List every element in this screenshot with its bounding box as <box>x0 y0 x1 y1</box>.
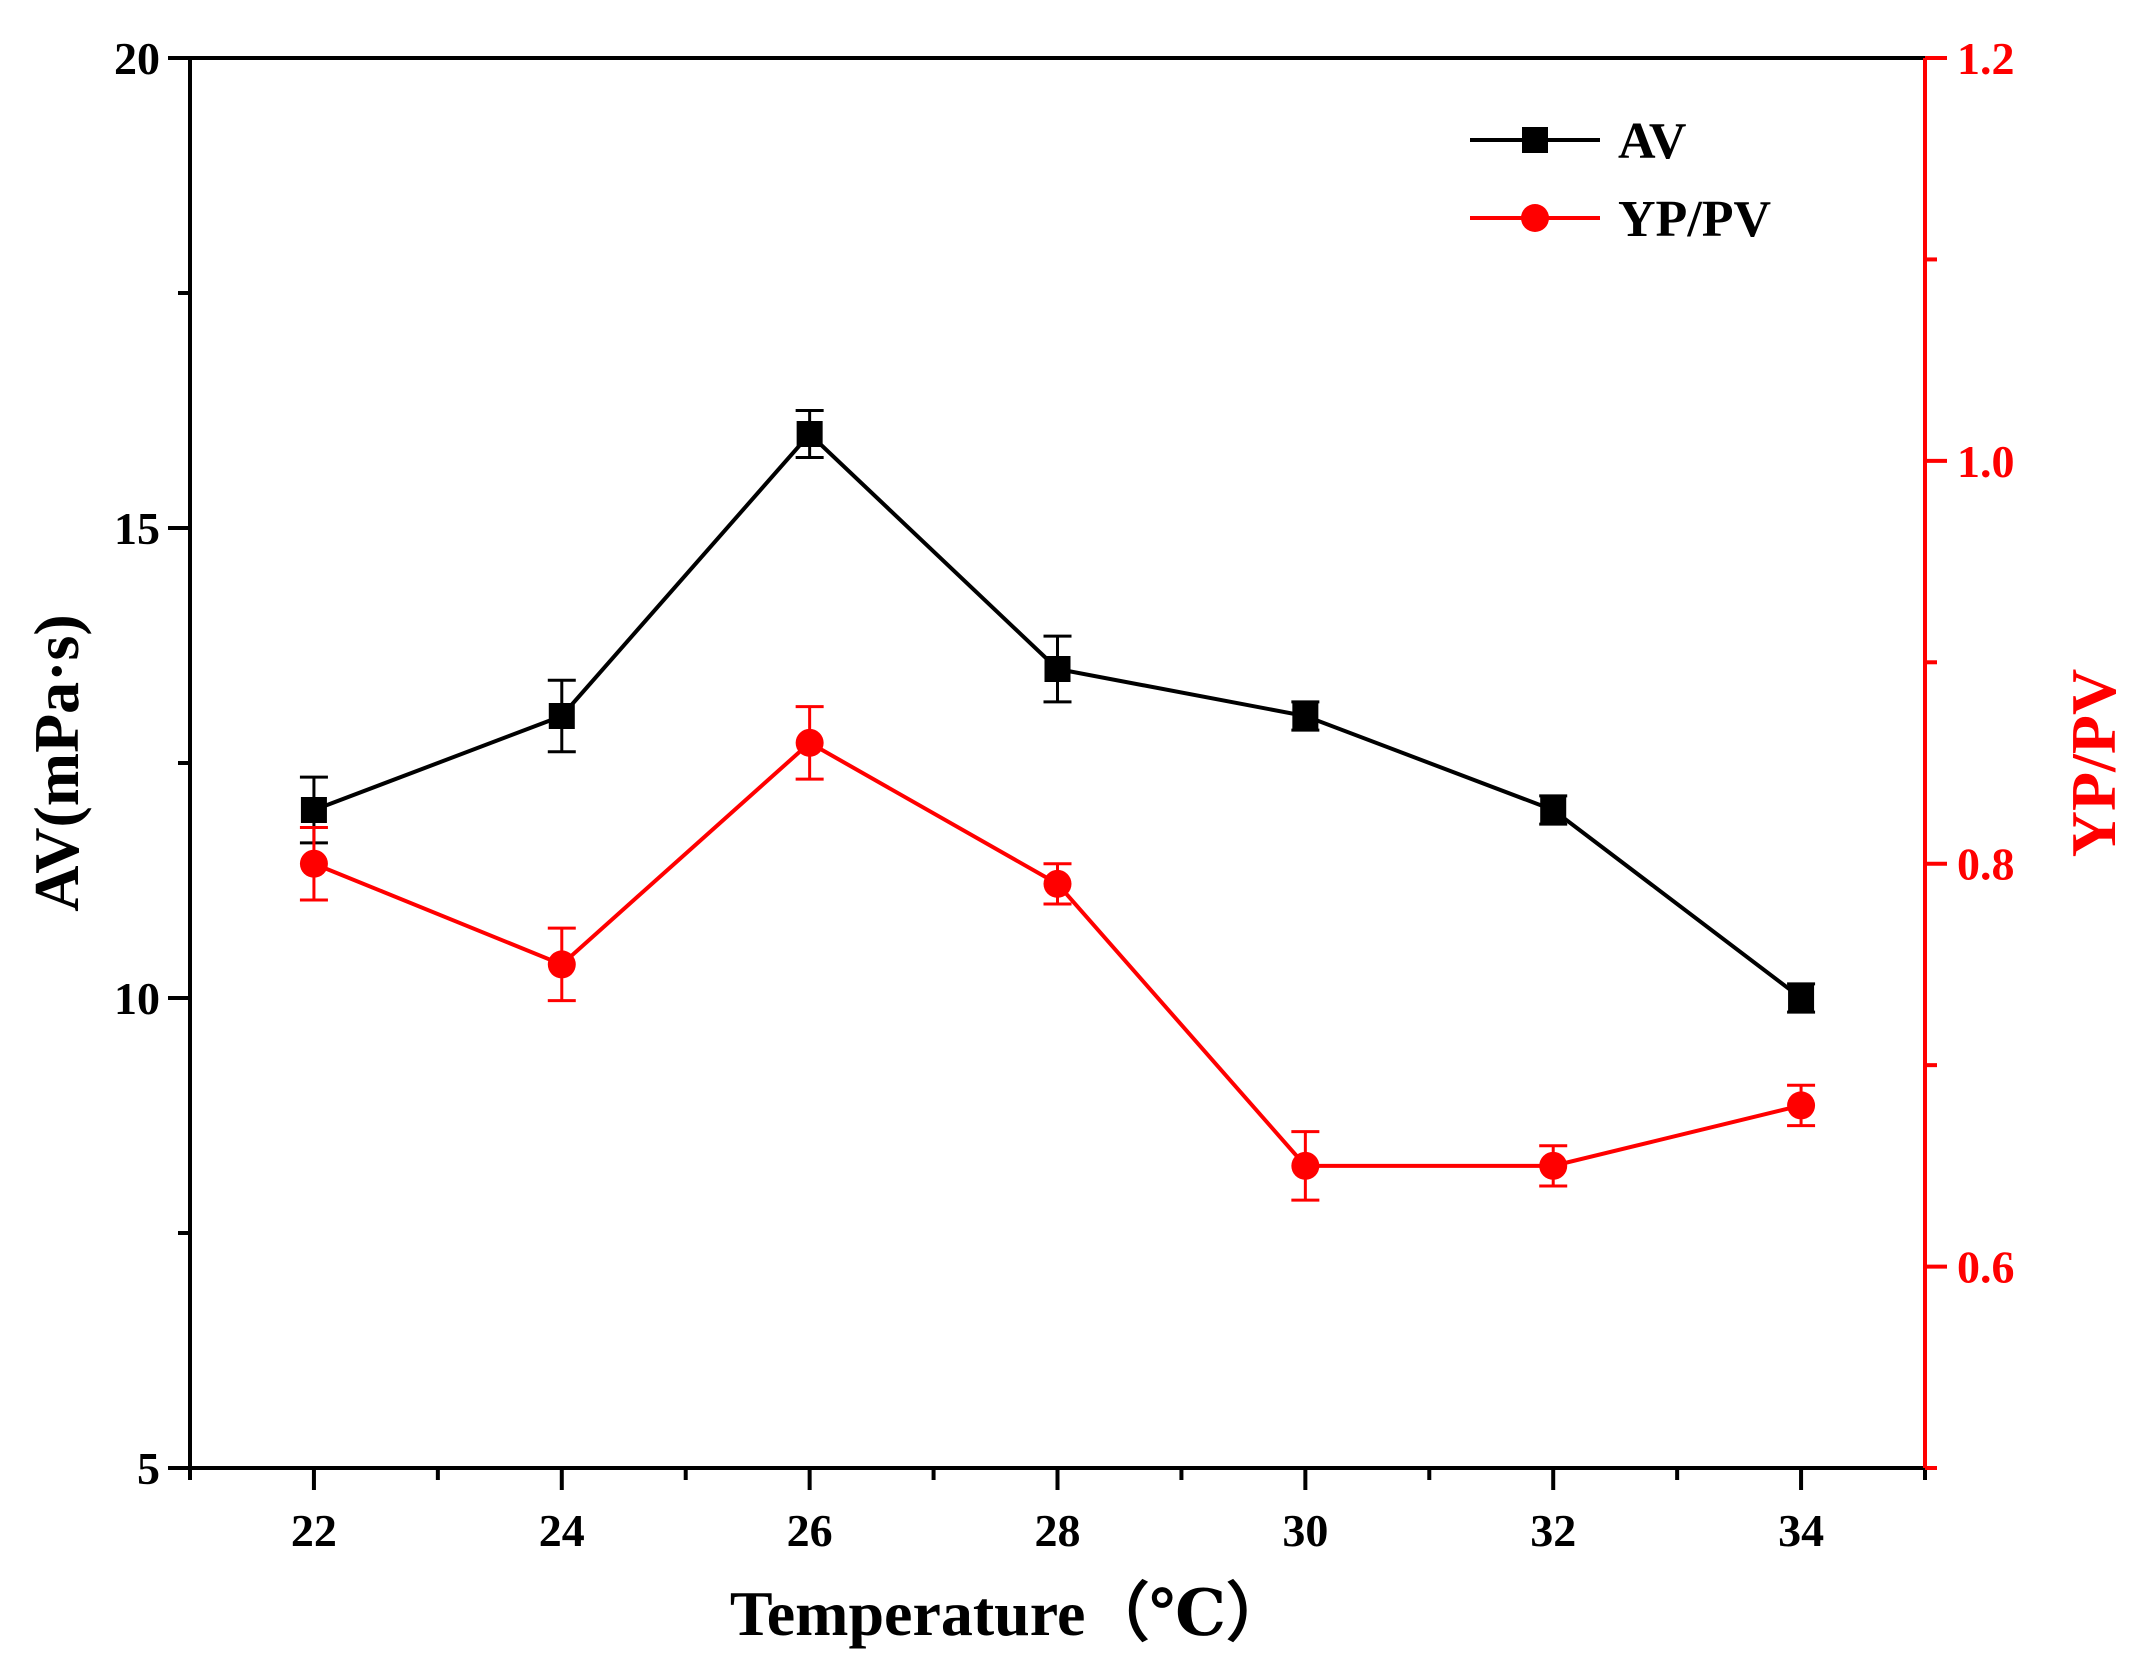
right-y-tick-label: 0.8 <box>1957 839 2015 890</box>
right-y-tick-label: 1.0 <box>1957 436 2015 487</box>
x-tick-label: 22 <box>291 1505 337 1556</box>
x-tick-label: 32 <box>1530 1505 1576 1556</box>
data-point <box>1539 1151 1568 1180</box>
right-y-tick-label: 0.6 <box>1957 1242 2015 1293</box>
data-point <box>1292 703 1319 729</box>
x-tick-label: 34 <box>1778 1505 1824 1556</box>
left-y-axis-ticks: 5 10 15 20 <box>114 33 190 1494</box>
x-tick-label: 28 <box>1035 1505 1081 1556</box>
right-y-axis-title: YP/PV <box>2058 669 2129 857</box>
data-point <box>1291 1151 1320 1180</box>
data-point <box>1787 1091 1816 1120</box>
legend-label: YP/PV <box>1618 191 1771 248</box>
data-point <box>796 421 823 447</box>
left-y-tick-label: 20 <box>114 33 160 84</box>
data-point <box>548 703 575 729</box>
x-axis-ticks: 22 24 26 28 30 32 34 <box>188 1468 1927 1556</box>
data-point <box>1044 656 1071 682</box>
right-y-axis-ticks: 0.6 0.8 1.0 1.2 <box>1925 33 2015 1470</box>
data-point <box>1043 869 1072 898</box>
legend-marker <box>1521 204 1549 232</box>
data-point <box>300 797 327 823</box>
legend-marker <box>1522 127 1548 153</box>
legend-label: AV <box>1618 113 1686 170</box>
series-line <box>313 740 1802 1168</box>
series-layer <box>299 409 1816 1202</box>
data-point <box>1788 985 1815 1011</box>
x-tick-label: 26 <box>787 1505 833 1556</box>
plot-frame <box>188 56 1927 1470</box>
left-y-tick-label: 15 <box>114 503 160 554</box>
data-point <box>795 728 824 757</box>
left-y-tick-label: 10 <box>114 973 160 1024</box>
x-tick-label: 30 <box>1282 1505 1328 1556</box>
legend-item: AV <box>1470 113 1686 170</box>
legend: AV YP/PV <box>1470 113 1771 248</box>
data-point <box>547 950 576 979</box>
series-line <box>313 431 1803 1000</box>
right-y-tick-label: 1.2 <box>1957 33 2015 84</box>
x-axis-title: Temperature（℃） <box>730 1578 1290 1649</box>
series-1 <box>299 409 1816 1014</box>
series-2 <box>299 705 1816 1202</box>
data-point <box>1540 797 1567 823</box>
left-y-axis-title: AV(mPa·s) <box>21 614 92 911</box>
x-tick-label: 24 <box>539 1505 585 1556</box>
legend-item: YP/PV <box>1470 191 1771 248</box>
left-y-tick-label: 5 <box>137 1443 160 1494</box>
data-point <box>299 849 328 878</box>
